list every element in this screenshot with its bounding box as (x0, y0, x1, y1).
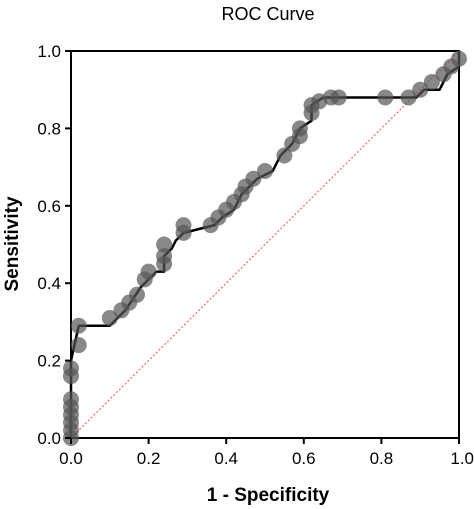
data-point (63, 360, 79, 377)
reference-diagonal-line (70, 50, 460, 439)
x-tick-label: 0.6 (292, 449, 316, 468)
y-tick-label: 0.2 (37, 352, 61, 371)
data-point (245, 170, 262, 187)
x-axis-label: 1 - Specificity (207, 485, 330, 506)
data-point (156, 248, 173, 265)
data-point (63, 391, 79, 408)
x-tick-label: 0.2 (137, 449, 161, 468)
data-point (451, 50, 467, 67)
plot-area (63, 50, 467, 446)
data-point (70, 317, 87, 334)
data-point (276, 147, 293, 164)
data-point (140, 263, 157, 280)
plot-frame (70, 50, 460, 439)
data-point (423, 73, 440, 90)
y-axis-label: Sensitivity (2, 196, 23, 291)
y-tick-label: 0.8 (37, 119, 61, 138)
data-points (63, 50, 467, 446)
data-point (156, 236, 173, 253)
data-point (412, 81, 429, 98)
data-point (330, 89, 347, 106)
y-tick-label: 1.0 (37, 42, 61, 61)
data-point (400, 89, 417, 106)
x-axis-ticks: 0.0 0.2 0.4 0.6 0.8 1.0 (59, 438, 474, 468)
y-axis-ticks: 0.0 0.2 0.4 0.6 0.8 1.0 (37, 42, 71, 448)
data-point (101, 310, 118, 327)
data-point (291, 120, 308, 137)
x-tick-label: 0.8 (370, 449, 394, 468)
x-tick-label: 0.4 (214, 449, 238, 468)
x-tick-label: 1.0 (450, 449, 474, 468)
data-point (377, 89, 394, 106)
y-tick-label: 0.6 (37, 197, 61, 216)
data-point (128, 286, 145, 303)
chart-title: ROC Curve (221, 4, 314, 24)
data-point (257, 162, 273, 179)
data-point (70, 337, 87, 354)
y-tick-label: 0.4 (37, 274, 61, 293)
x-tick-label: 0.0 (59, 449, 83, 468)
data-point (175, 217, 192, 234)
y-tick-label: 0.0 (37, 429, 61, 448)
